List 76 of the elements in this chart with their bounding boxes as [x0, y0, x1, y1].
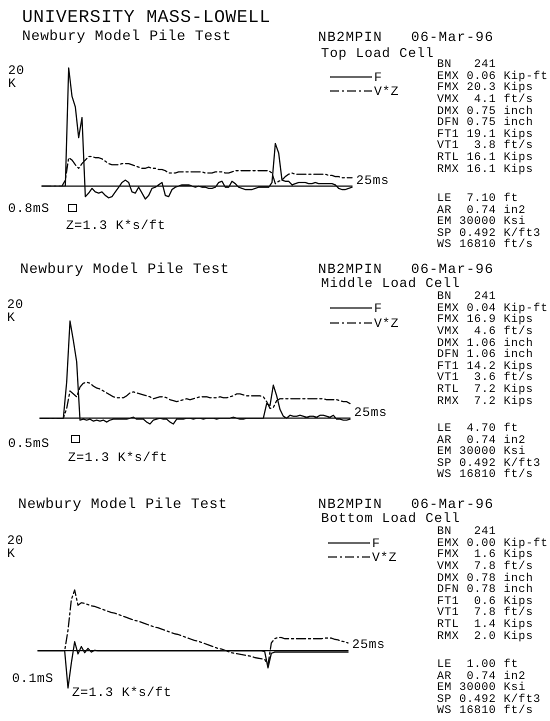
chart-title: Newbury Model Pile Test: [20, 262, 230, 278]
text: VT1 3.6 ft/s: [437, 371, 534, 384]
text: EMX 0.06 Kip-ft: [437, 70, 548, 83]
text: DFN 0.75 inch: [437, 116, 534, 130]
legend-label: V*Z: [374, 84, 399, 98]
text: AR 0.74 in2: [437, 434, 526, 447]
y-axis-title: 20 K: [8, 62, 25, 90]
text: RTL 7.2 Kips: [437, 383, 534, 396]
text: AR 0.74 in2: [437, 204, 526, 217]
text: Middle Load Cell: [321, 276, 460, 292]
text: SP 0.492 K/ft3: [437, 456, 541, 470]
text: VMX 4.6 ft/s: [437, 325, 534, 338]
text: LE 4.70 ft: [437, 422, 518, 436]
text: 06-Mar-96: [411, 262, 494, 278]
chart-title: Newbury Model Pile Test: [18, 496, 228, 513]
text: DMX 0.75 inch: [437, 104, 534, 118]
legend-label: V*Z: [372, 550, 397, 564]
text: SP 0.492 K/ft3: [437, 226, 541, 240]
text: 06-Mar-96: [411, 30, 494, 46]
text: WS 16810 ft/s: [437, 238, 534, 252]
text: EMX 0.04 Kip-ft: [437, 302, 548, 315]
text: EM 30000 Ksi: [437, 445, 526, 458]
text: BN 241: [437, 525, 496, 538]
text: 0.8mS: [8, 200, 50, 216]
legend-label: F: [374, 300, 382, 316]
annotation: 0.1mS: [12, 670, 54, 686]
legend-label: F: [374, 70, 382, 84]
x-axis-title: 25ms: [356, 172, 390, 188]
text: NB2MPIN: [318, 30, 382, 46]
legend-label: V*Z: [374, 316, 399, 330]
text: EM 30000 Ksi: [437, 215, 526, 228]
y-axis-title: 20 K: [7, 532, 24, 560]
text: RMX 2.0 Kips: [437, 630, 534, 643]
text: FT1 19.1 Kips: [437, 128, 534, 141]
text: NB2MPIN: [318, 262, 382, 278]
text: FMX 1.6 Kips: [437, 548, 534, 562]
x-axis-title: 25ms: [352, 637, 386, 652]
annotation: Z=1.3 K*s/ft: [72, 684, 172, 700]
text: 0.5mS: [8, 436, 50, 450]
text: RMX 7.2 Kips: [437, 394, 534, 408]
text: VT1 7.8 ft/s: [437, 606, 534, 620]
text: WS 16810 ft/s: [437, 704, 534, 718]
text: RTL 1.4 Kips: [437, 618, 534, 632]
text: FT1 14.2 Kips: [437, 360, 534, 373]
text: DMX 0.78 inch: [437, 572, 534, 585]
text: Top Load Cell: [321, 47, 434, 62]
legend-label: F: [372, 536, 380, 550]
text: Bottom Load Cell: [321, 512, 460, 527]
text: WS 16810 ft/s: [437, 468, 534, 482]
text: VMX 7.8 ft/s: [437, 560, 534, 574]
text: BN 241: [437, 290, 496, 304]
text: VT1 3.8 ft/s: [437, 139, 534, 152]
text: DFN 1.06 inch: [437, 348, 534, 362]
text: RMX 16.1 Kips: [437, 162, 534, 176]
text: DFN 0.78 inch: [437, 583, 534, 596]
text: FT1 0.6 Kips: [437, 594, 534, 608]
chart-subtitle: Newbury Model Pile Test: [22, 28, 232, 45]
text: AR 0.74 in2: [437, 670, 526, 683]
text: VMX 4.1 ft/s: [437, 93, 534, 106]
text: EM 30000 Ksi: [437, 681, 526, 694]
text: LE 1.00 ft: [437, 658, 518, 672]
text: Z=1.3 K*s/ft: [66, 218, 166, 232]
chart-title: UNIVERSITY MASS-LOWELL: [22, 8, 271, 28]
text: DMX 1.06 inch: [437, 336, 534, 350]
text: 06-Mar-96: [411, 497, 494, 513]
x-axis-title: 25ms: [354, 404, 388, 420]
text: NB2MPIN: [318, 497, 382, 513]
text: RTL 16.1 Kips: [437, 151, 534, 164]
text: Z=1.3 K*s/ft: [68, 450, 168, 464]
text: EMX 0.00 Kip-ft: [437, 536, 548, 550]
text: LE 7.10 ft: [437, 192, 518, 206]
text: FMX 20.3 Kips: [437, 81, 534, 94]
text: FMX 16.9 Kips: [437, 313, 534, 326]
y-axis-title: 20 K: [7, 296, 24, 324]
text: SP 0.492 K/ft3: [437, 692, 541, 706]
text: BN 241: [437, 58, 496, 72]
